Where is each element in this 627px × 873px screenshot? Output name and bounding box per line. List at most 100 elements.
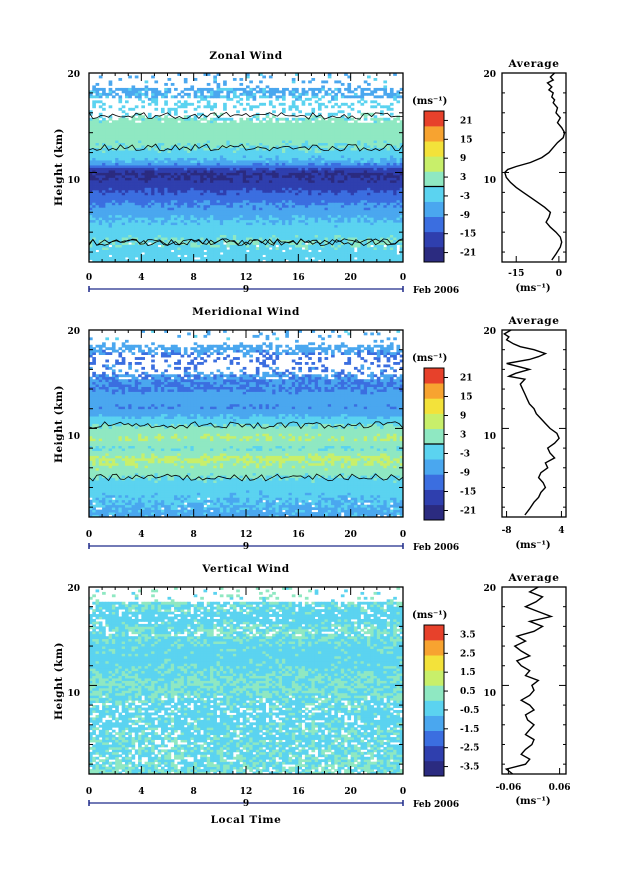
heatmap-cell (151, 169, 155, 173)
heatmap-cell (383, 202, 388, 206)
heatmap-cell (118, 257, 123, 260)
heatmap-cell (95, 229, 100, 233)
heatmap-cell (187, 172, 191, 176)
heatmap-cell (383, 147, 388, 151)
heatmap-cell (193, 130, 198, 134)
heatmap-cell (321, 217, 325, 221)
heatmap-cell (314, 169, 319, 173)
heatmap-cell (141, 179, 145, 183)
heatmap-cell (239, 184, 244, 188)
heatmap-cell (255, 237, 260, 241)
heatmap-cell (350, 239, 355, 243)
heatmap-cell (386, 147, 391, 151)
heatmap-cell (367, 187, 371, 191)
heatmap-cell (128, 252, 132, 255)
heatmap-cell (151, 207, 155, 211)
heatmap-cell (154, 194, 159, 198)
heatmap-cell (190, 157, 195, 161)
heatmap-cell (118, 162, 123, 166)
heatmap-cell (337, 174, 342, 178)
heatmap-cell (98, 167, 103, 171)
heatmap-cell (200, 160, 204, 163)
heatmap-cell (334, 229, 338, 233)
heatmap-cell (380, 227, 384, 231)
heatmap-cell (206, 174, 211, 178)
heatmap-cell (272, 160, 276, 163)
heatmap-cell (363, 237, 368, 241)
heatmap-cell (311, 237, 316, 241)
heatmap-cell (157, 202, 162, 206)
heatmap-cell (311, 172, 316, 176)
heatmap-cell (363, 207, 368, 211)
heatmap-cell (350, 132, 355, 136)
heatmap-cell (288, 157, 293, 161)
heatmap-cell (174, 207, 178, 211)
heatmap-cell (180, 160, 185, 163)
heatmap-cell (399, 177, 403, 181)
heatmap-cell (291, 227, 296, 231)
heatmap-cell (373, 169, 378, 173)
heatmap-cell (115, 135, 119, 139)
heatmap-cell (399, 202, 403, 206)
heatmap-cell (380, 214, 384, 218)
heatmap-cell (396, 169, 401, 173)
heatmap-cell (291, 177, 296, 181)
heatmap-cell (311, 219, 316, 223)
heatmap-cell (314, 202, 319, 206)
heatmap-cell (164, 234, 168, 238)
heatmap-cell (206, 244, 211, 248)
heatmap-cell (350, 204, 355, 208)
heatmap-cell (321, 227, 325, 231)
heatmap-cell (174, 242, 178, 245)
heatmap-cell (223, 252, 227, 255)
heatmap-cell (246, 227, 250, 231)
heatmap-cell (102, 214, 106, 218)
heatmap-cell (196, 192, 201, 196)
heatmap-cell (92, 187, 96, 191)
heatmap-cell (344, 247, 348, 250)
heatmap-cell (308, 197, 312, 201)
heatmap-cell (324, 254, 329, 258)
heatmap-cell (213, 257, 217, 260)
heatmap-cell (360, 187, 365, 191)
heatmap-cell (167, 244, 172, 248)
heatmap-cell (206, 140, 211, 144)
heatmap-cell (151, 197, 155, 201)
heatmap-cell (363, 194, 368, 198)
heatmap-cell (147, 244, 152, 248)
heatmap-cell (193, 187, 198, 191)
heatmap-cell (291, 155, 296, 158)
heatmap-cell (344, 239, 348, 243)
heatmap-cell (308, 222, 312, 226)
heatmap-cell (272, 145, 276, 149)
heatmap-cell (262, 214, 267, 218)
heatmap-cell (223, 224, 227, 228)
heatmap-cell (308, 242, 312, 245)
heatmap-cell (311, 204, 316, 208)
heatmap-cell (383, 212, 388, 216)
heatmap-cell (370, 152, 374, 156)
heatmap-cell (370, 187, 374, 191)
heatmap-cell (304, 254, 309, 258)
heatmap-cell (347, 199, 352, 203)
heatmap-cell (213, 177, 217, 181)
heatmap-cell (147, 184, 152, 188)
heatmap-cell (105, 234, 110, 238)
heatmap-cell (115, 222, 119, 226)
heatmap-cell (304, 239, 309, 243)
heatmap-cell (174, 152, 178, 156)
heatmap-cell (324, 194, 329, 198)
heatmap-cell (317, 165, 322, 168)
heatmap-cell (174, 142, 178, 146)
heatmap-cell (167, 135, 172, 139)
heatmap-cell (154, 160, 159, 163)
heatmap-cell (376, 229, 381, 233)
heatmap-cell (229, 214, 234, 218)
heatmap-cell (255, 162, 260, 166)
heatmap-cell (111, 187, 116, 191)
heatmap-cell (353, 207, 358, 211)
heatmap-cell (308, 152, 312, 156)
heatmap-cell (311, 247, 316, 250)
heatmap-cell (134, 232, 139, 236)
heatmap-cell (121, 184, 126, 188)
